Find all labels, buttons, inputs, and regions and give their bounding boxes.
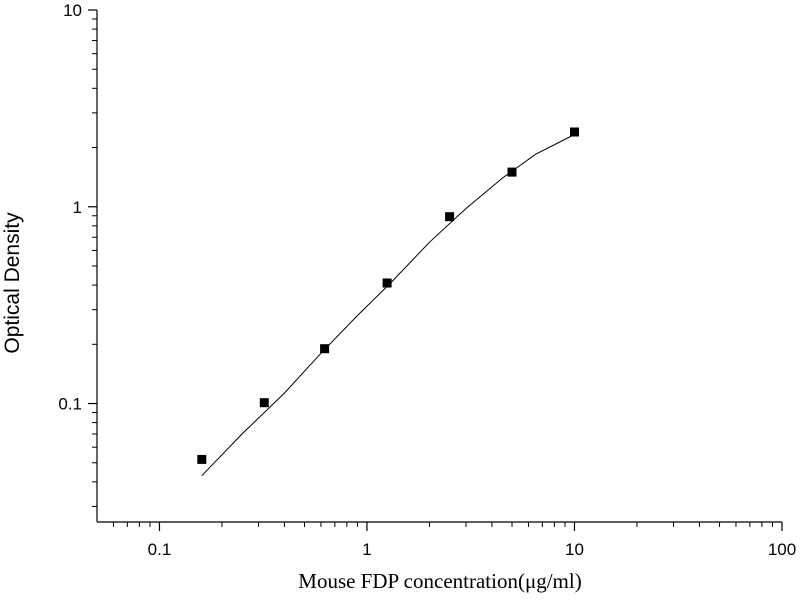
data-point: [507, 167, 517, 177]
x-tick-label: 0.1: [148, 540, 172, 559]
x-tick-label: 100: [768, 540, 796, 559]
data-point: [197, 454, 207, 464]
data-point: [445, 212, 455, 222]
data-point: [259, 398, 269, 408]
x-axis-title: Mouse FDP concentration(μg/ml): [298, 569, 581, 593]
data-points-layer: [197, 127, 579, 464]
axes: [96, 10, 782, 523]
x-tick-label: 1: [362, 540, 371, 559]
y-tick-label: 10: [63, 1, 82, 20]
ticks: [88, 9, 783, 531]
fit-curve: [201, 134, 575, 477]
x-tick-label: 10: [565, 540, 584, 559]
data-point: [320, 344, 330, 354]
y-axis-title: Optical Density: [1, 212, 24, 354]
fit-curve-layer: [201, 134, 575, 477]
data-point: [570, 127, 579, 137]
y-tick-label: 1: [73, 198, 82, 217]
tick-labels: 0.1 1 10 100 0.1 1 10: [58, 1, 796, 559]
data-point: [382, 278, 392, 288]
y-tick-label: 0.1: [58, 395, 82, 414]
